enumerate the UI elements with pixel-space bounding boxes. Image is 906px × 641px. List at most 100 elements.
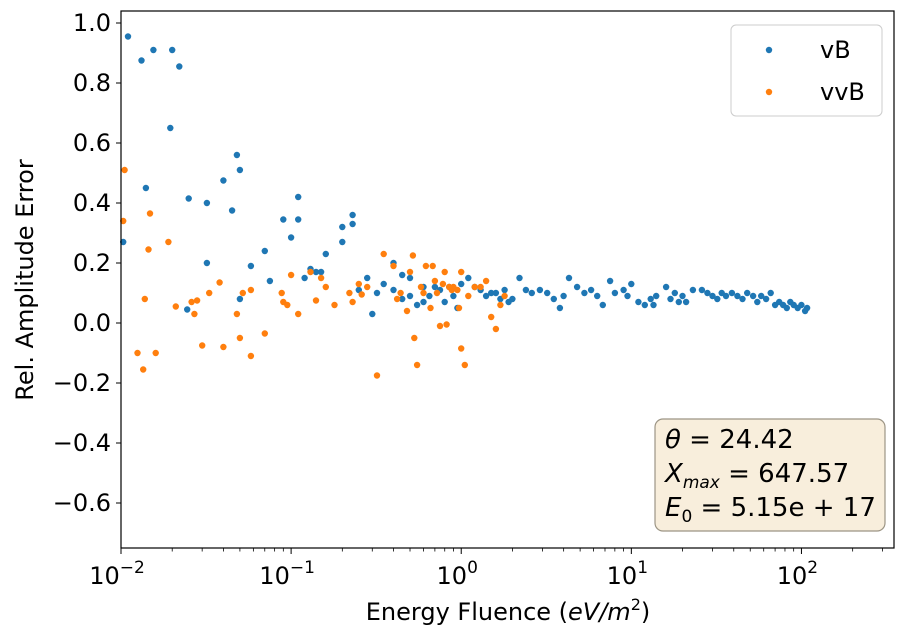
annotation-theta: θ = 24.42 bbox=[665, 425, 794, 455]
point-vvB-39 bbox=[380, 250, 387, 258]
point-vB-44 bbox=[413, 301, 421, 309]
point-vB-104 bbox=[739, 295, 746, 303]
point-vB-13 bbox=[228, 207, 236, 214]
point-vB-81 bbox=[620, 286, 627, 294]
point-vvB-38 bbox=[373, 372, 381, 379]
x-tick-label: 102 bbox=[777, 558, 818, 590]
point-vvB-4 bbox=[141, 295, 148, 303]
point-vvB-40 bbox=[390, 262, 397, 270]
x-axis-label-unit-exp: 2 bbox=[631, 595, 641, 614]
point-vB-98 bbox=[709, 292, 716, 300]
point-vvB-3 bbox=[140, 366, 147, 373]
point-vB-18 bbox=[261, 247, 268, 255]
xmax-subscript: max bbox=[683, 473, 721, 493]
point-vB-107 bbox=[754, 298, 761, 306]
point-vB-97 bbox=[704, 289, 711, 297]
point-vB-118 bbox=[798, 301, 805, 309]
x-axis: 10−2 10−1 100 101 102 bbox=[89, 548, 884, 590]
point-vB-9 bbox=[184, 306, 191, 313]
point-vB-24 bbox=[301, 274, 308, 282]
point-vB-74 bbox=[573, 283, 581, 291]
point-vB-86 bbox=[647, 295, 654, 303]
point-vB-93 bbox=[679, 292, 686, 300]
point-vvB-68 bbox=[471, 283, 478, 291]
point-vvB-49 bbox=[420, 289, 427, 297]
point-vvB-54 bbox=[433, 289, 441, 297]
point-vvB-22 bbox=[261, 330, 268, 337]
point-vB-50 bbox=[441, 298, 448, 306]
point-vB-6 bbox=[167, 124, 174, 132]
point-vB-77 bbox=[594, 292, 601, 300]
point-vvB-29 bbox=[312, 297, 320, 304]
point-vvB-62 bbox=[454, 286, 461, 294]
point-vB-19 bbox=[266, 277, 274, 285]
point-vvB-58 bbox=[443, 321, 450, 328]
energy-value: = 5.15e + 17 bbox=[692, 493, 876, 523]
point-vvB-26 bbox=[287, 271, 295, 279]
theta-symbol: θ bbox=[665, 425, 681, 455]
point-vvB-55 bbox=[436, 322, 444, 330]
point-vvB-50 bbox=[422, 262, 430, 270]
point-vB-105 bbox=[744, 289, 751, 297]
point-vvB-52 bbox=[429, 262, 436, 270]
y-tick-label: 0.0 bbox=[73, 309, 111, 337]
point-vvB-7 bbox=[152, 349, 159, 357]
annotation-box bbox=[654, 418, 886, 532]
energy-symbol: E bbox=[665, 493, 682, 523]
point-vB-17 bbox=[247, 262, 255, 270]
point-vB-11 bbox=[203, 259, 211, 267]
point-vvB-34 bbox=[349, 298, 356, 306]
legend-label-vvB: vvB bbox=[820, 78, 865, 106]
y-axis: −0.6 −0.4 −0.2 0.0 0.2 0.4 0.6 0.8 1.0 bbox=[53, 9, 121, 517]
point-vB-46 bbox=[420, 298, 427, 306]
point-vvB-14 bbox=[206, 289, 213, 297]
point-vB-80 bbox=[611, 289, 619, 297]
y-tick-label: 0.4 bbox=[73, 189, 111, 217]
point-vvB-19 bbox=[239, 289, 246, 297]
point-vB-106 bbox=[749, 292, 757, 300]
point-vvB-23 bbox=[278, 289, 285, 297]
point-vvB-30 bbox=[317, 274, 325, 282]
point-vB-72 bbox=[560, 292, 567, 300]
point-vvB-9 bbox=[172, 303, 179, 310]
point-vB-58 bbox=[482, 292, 490, 300]
point-vvB-45 bbox=[409, 252, 417, 259]
point-vB-62 bbox=[501, 286, 508, 294]
point-vB-103 bbox=[734, 292, 741, 300]
point-vB-8 bbox=[185, 195, 192, 202]
point-vvB-48 bbox=[417, 283, 425, 291]
point-vvB-35 bbox=[355, 280, 362, 288]
point-vB-36 bbox=[373, 289, 381, 297]
point-vB-14 bbox=[233, 151, 241, 159]
point-vB-2 bbox=[138, 57, 145, 64]
point-vvB-18 bbox=[236, 334, 244, 342]
y-axis-label: Rel. Amplitude Error bbox=[11, 159, 39, 401]
point-vvB-37 bbox=[364, 283, 371, 291]
point-vB-120 bbox=[803, 304, 811, 312]
point-vB-99 bbox=[714, 295, 721, 303]
point-vB-5 bbox=[169, 46, 176, 54]
point-vB-101 bbox=[722, 292, 730, 300]
point-vvB-10 bbox=[188, 298, 195, 306]
y-tick-label: 0.6 bbox=[73, 129, 111, 157]
point-vvB-56 bbox=[439, 280, 447, 288]
point-vB-75 bbox=[581, 289, 588, 297]
point-vB-83 bbox=[628, 280, 635, 288]
point-vvB-1 bbox=[121, 166, 128, 174]
xmax-value: = 647.57 bbox=[720, 459, 849, 489]
point-vB-48 bbox=[431, 283, 439, 291]
point-vB-64 bbox=[509, 295, 516, 303]
point-vB-39 bbox=[390, 286, 397, 294]
point-vB-47 bbox=[426, 292, 433, 300]
point-vvB-27 bbox=[295, 310, 302, 318]
point-vvB-46 bbox=[411, 334, 418, 342]
point-vB-31 bbox=[349, 211, 356, 219]
y-tick-label: 0.2 bbox=[73, 249, 111, 277]
theta-value: = 24.42 bbox=[681, 425, 794, 455]
legend-marker-vB bbox=[765, 46, 773, 54]
point-vvB-51 bbox=[427, 304, 434, 312]
point-vvB-64 bbox=[458, 268, 465, 276]
point-vvB-5 bbox=[145, 246, 152, 253]
point-vB-73 bbox=[565, 274, 573, 282]
legend: vB vvB bbox=[730, 24, 883, 117]
